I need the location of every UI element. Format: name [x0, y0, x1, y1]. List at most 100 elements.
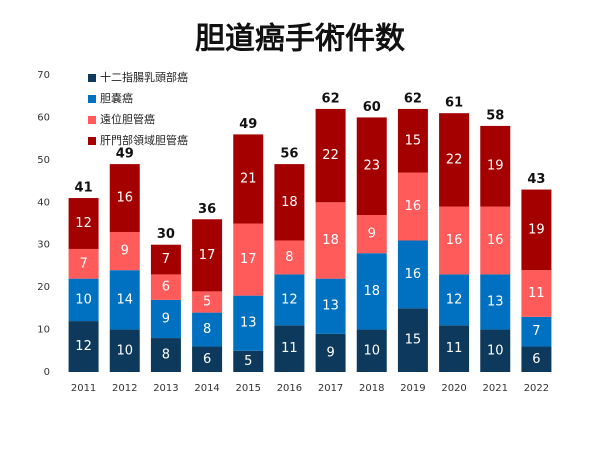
- data-label: 11: [281, 341, 298, 356]
- total-label: 61: [445, 96, 463, 111]
- x-tick-label: 2017: [318, 383, 343, 394]
- bar-segment: [192, 312, 223, 347]
- data-label: 10: [75, 292, 92, 307]
- y-tick-label: 70: [37, 70, 50, 81]
- bar-segment: [521, 346, 552, 372]
- bar-segment: [521, 316, 552, 347]
- y-tick-label: 30: [37, 240, 50, 251]
- x-tick-label: 2021: [483, 383, 508, 394]
- legend-label: 肝門部領域胆管癌: [100, 133, 188, 147]
- data-label: 16: [116, 191, 133, 206]
- bar-segment: [356, 215, 387, 254]
- bar-segment: [192, 219, 223, 292]
- y-tick-label: 20: [37, 282, 50, 293]
- bar-segment: [109, 231, 140, 271]
- bar-segment: [480, 329, 511, 372]
- data-label: 6: [203, 352, 211, 367]
- bar-segment: [109, 329, 140, 372]
- x-tick-label: 2013: [153, 383, 178, 394]
- data-label: 13: [240, 316, 257, 331]
- data-label: 16: [405, 267, 422, 282]
- x-tick-label: 2020: [441, 383, 466, 394]
- bar-segment: [68, 248, 99, 279]
- bar-segment: [192, 291, 223, 313]
- x-tick-label: 2022: [524, 383, 549, 394]
- x-tick-label: 2019: [400, 383, 425, 394]
- data-label: 18: [281, 195, 298, 210]
- bar-segment: [439, 325, 470, 372]
- total-label: 41: [75, 181, 93, 196]
- data-label: 16: [446, 233, 463, 248]
- bar-segment: [439, 113, 470, 207]
- legend-label: 遠位胆管癌: [100, 112, 155, 126]
- bar-segment: [274, 274, 305, 326]
- bar-segment: [68, 198, 99, 249]
- bar-segment: [315, 202, 346, 279]
- data-label: 21: [240, 171, 257, 186]
- total-label: 60: [363, 100, 381, 115]
- chart-title: 胆道癌手術件数: [195, 22, 406, 57]
- bar-segment: [192, 346, 223, 372]
- data-label: 12: [281, 292, 298, 307]
- total-label: 62: [404, 91, 422, 106]
- data-label: 9: [326, 345, 334, 360]
- data-label: 17: [199, 248, 216, 263]
- data-label: 7: [79, 256, 87, 271]
- bar-segment: [397, 172, 428, 241]
- data-label: 22: [446, 152, 463, 167]
- y-tick-label: 10: [37, 325, 50, 336]
- data-label: 8: [285, 250, 293, 265]
- data-label: 18: [363, 284, 380, 299]
- data-label: 16: [487, 233, 504, 248]
- x-tick-label: 2015: [236, 383, 261, 394]
- total-label: 49: [239, 117, 257, 132]
- bar-segment: [68, 278, 99, 322]
- total-label: 56: [280, 147, 298, 162]
- legend-swatch: [88, 95, 96, 103]
- bar-segment: [233, 223, 264, 296]
- bar-segment: [150, 244, 181, 275]
- total-label: 36: [198, 202, 216, 217]
- bar-segment: [397, 308, 428, 372]
- data-label: 6: [532, 352, 540, 367]
- data-label: 5: [203, 294, 211, 309]
- data-label: 10: [487, 343, 504, 358]
- bar-segment: [233, 295, 264, 351]
- data-label: 9: [121, 244, 129, 259]
- data-label: 8: [203, 322, 211, 337]
- x-tick-label: 2018: [359, 383, 384, 394]
- bar-segment: [356, 117, 387, 216]
- data-label: 15: [405, 133, 422, 148]
- bar-segment: [233, 350, 264, 372]
- bar-segment: [274, 240, 305, 275]
- x-tick-label: 2012: [112, 383, 137, 394]
- total-label: 30: [157, 227, 175, 242]
- data-label: 12: [446, 292, 463, 307]
- bar-segment: [109, 164, 140, 232]
- legend-swatch: [88, 116, 96, 124]
- bar-segment: [521, 270, 552, 317]
- data-label: 12: [75, 339, 92, 354]
- bar-segment: [356, 253, 387, 330]
- bar-segment: [397, 108, 428, 173]
- bar-segment: [439, 274, 470, 326]
- bar-segment: [480, 206, 511, 275]
- y-tick-label: 60: [37, 112, 50, 123]
- data-label: 17: [240, 252, 257, 267]
- bar-segment: [150, 274, 181, 300]
- data-label: 11: [446, 341, 463, 356]
- bar-segment: [356, 329, 387, 372]
- bar-segment: [233, 134, 264, 224]
- total-label: 49: [116, 147, 134, 162]
- data-label: 22: [322, 148, 339, 163]
- bar-segment: [150, 338, 181, 372]
- data-label: 12: [75, 216, 92, 231]
- bar-segment: [274, 325, 305, 372]
- legend-swatch: [88, 74, 96, 82]
- total-label: 62: [322, 91, 340, 106]
- bar-segment: [68, 321, 99, 372]
- data-label: 10: [116, 343, 133, 358]
- bar-segment: [439, 206, 470, 275]
- data-label: 19: [528, 222, 545, 237]
